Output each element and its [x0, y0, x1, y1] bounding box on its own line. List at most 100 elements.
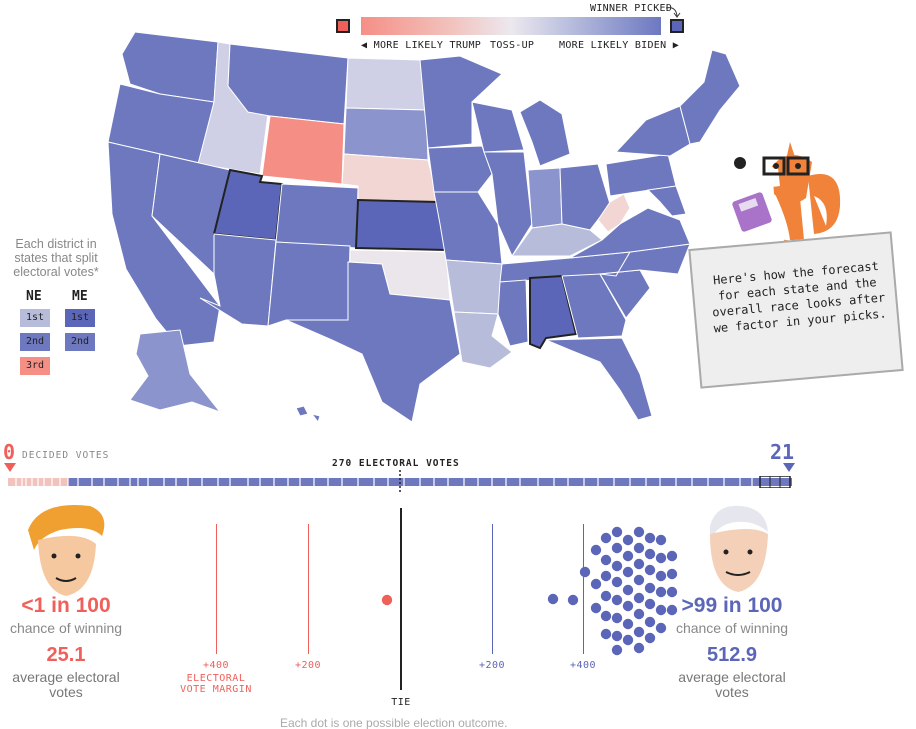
ne-label: NE — [26, 289, 42, 304]
outcome-dot — [644, 598, 656, 610]
outcome-dot — [611, 644, 623, 656]
outcome-dot — [547, 593, 559, 605]
me-label: ME — [72, 289, 88, 304]
trump-winner-swatch[interactable] — [336, 19, 350, 33]
state-georgia[interactable] — [561, 273, 627, 339]
outcome-dot — [622, 584, 634, 596]
state-indiana[interactable] — [527, 167, 563, 229]
trump-average-ev: 25.1 — [46, 644, 86, 666]
state-alaska[interactable] — [129, 329, 222, 414]
biden-marker-icon — [783, 463, 795, 472]
outcome-dot — [633, 642, 645, 654]
curved-arrow-icon — [665, 7, 681, 18]
outcome-dot — [622, 534, 634, 546]
state-virginia[interactable] — [569, 207, 691, 259]
outcome-dot — [633, 542, 645, 554]
state-mississippi[interactable] — [497, 279, 529, 347]
me-district-1[interactable]: 1st — [65, 309, 95, 327]
district-legend-title: Each district in states that split elect… — [13, 237, 99, 279]
outcome-dot — [600, 570, 612, 582]
biden-decided-votes: 21 — [770, 440, 795, 464]
outcome-dot — [655, 604, 667, 616]
me-district-2[interactable]: 2nd — [65, 333, 95, 351]
margin-label-line2: VOTE MARGIN — [180, 684, 252, 695]
trump-average-ev-label: average electoral votes — [12, 669, 120, 700]
state-michigan[interactable] — [519, 99, 571, 167]
tie-label: TIE — [391, 697, 411, 708]
state-hawaii[interactable] — [295, 405, 321, 424]
outcome-dot — [655, 622, 667, 634]
outcome-dot — [622, 634, 634, 646]
state-south-dakota[interactable] — [343, 107, 429, 161]
outcome-dot — [600, 590, 612, 602]
trump-decided-votes: 0 — [3, 440, 16, 464]
outcome-dot — [611, 594, 623, 606]
gridline-trump-400 — [216, 524, 217, 654]
outcome-dot — [600, 532, 612, 544]
state-new-mexico[interactable] — [267, 241, 351, 327]
state-colorado[interactable] — [275, 183, 359, 249]
state-west-virginia[interactable] — [597, 193, 631, 233]
outcome-dot — [611, 576, 623, 588]
state-kansas[interactable] — [354, 198, 448, 252]
toss-up-label: TOSS-UP — [490, 40, 535, 51]
outcome-dot — [633, 626, 645, 638]
gridline-biden-200 — [492, 524, 493, 654]
outcome-dot — [633, 592, 645, 604]
outcome-dot — [633, 526, 645, 538]
ne-district-1[interactable]: 1st — [20, 309, 50, 327]
trump-200-label: +200 — [294, 660, 322, 671]
state-wisconsin[interactable] — [471, 101, 525, 153]
state-mid-atlantic[interactable] — [646, 185, 687, 217]
outcome-dot — [644, 532, 656, 544]
outcome-dot — [633, 574, 645, 586]
trump-avatar-icon — [28, 505, 105, 596]
biden-average-ev-label: average electoral votes — [678, 669, 786, 700]
outcome-dot — [655, 552, 667, 564]
winner-picked-label: WINNER PICKED — [590, 3, 673, 14]
outcome-dot — [622, 566, 634, 578]
biden-winner-swatch[interactable] — [670, 19, 684, 33]
state-wyoming[interactable] — [261, 115, 345, 185]
outcome-dot — [611, 526, 623, 538]
outcome-dot — [622, 550, 634, 562]
fox-mascot-icon — [732, 142, 841, 257]
outcome-dot — [655, 534, 667, 546]
ne-district-2[interactable]: 2nd — [20, 333, 50, 351]
trump-400-label: +400 — [202, 660, 230, 671]
gridline-tie — [400, 508, 402, 690]
outcome-dot — [633, 558, 645, 570]
biden-200-label: +200 — [478, 660, 506, 671]
outcome-dot — [611, 630, 623, 642]
threshold-label: 270 ELECTORAL VOTES — [332, 458, 460, 469]
outcome-dot — [381, 594, 393, 606]
gridline-biden-400 — [583, 524, 584, 654]
state-kentucky[interactable] — [511, 223, 603, 257]
outcome-dot — [600, 610, 612, 622]
state-florida[interactable] — [545, 337, 653, 421]
state-texas[interactable] — [285, 261, 461, 423]
footer-note: Each dot is one possible election outcom… — [280, 716, 508, 729]
outcome-dots — [381, 526, 678, 656]
biden-400-label: +400 — [569, 660, 597, 671]
state-arkansas[interactable] — [445, 259, 503, 315]
trump-chance: <1 in 100 — [21, 594, 111, 617]
outcome-dot — [622, 618, 634, 630]
biden-chance: >99 in 100 — [681, 594, 783, 617]
outcome-dot — [611, 612, 623, 624]
outcome-dot — [600, 628, 612, 640]
ne-district-3[interactable]: 3rd — [20, 357, 50, 375]
state-new-england[interactable] — [679, 49, 741, 145]
outcome-dot — [666, 550, 678, 562]
us-map[interactable] — [100, 24, 750, 434]
state-iowa[interactable] — [427, 145, 493, 193]
outcome-dot — [644, 632, 656, 644]
more-likely-trump-label: ◀ MORE LIKELY TRUMP — [361, 40, 482, 51]
outcome-dot — [611, 560, 623, 572]
trump-chance-label: chance of winning — [9, 620, 123, 636]
outcome-dot — [600, 554, 612, 566]
biden-chance-label: chance of winning — [675, 620, 789, 636]
state-north-dakota[interactable] — [345, 57, 427, 111]
outcome-dot — [633, 608, 645, 620]
state-new-york[interactable] — [614, 105, 691, 157]
